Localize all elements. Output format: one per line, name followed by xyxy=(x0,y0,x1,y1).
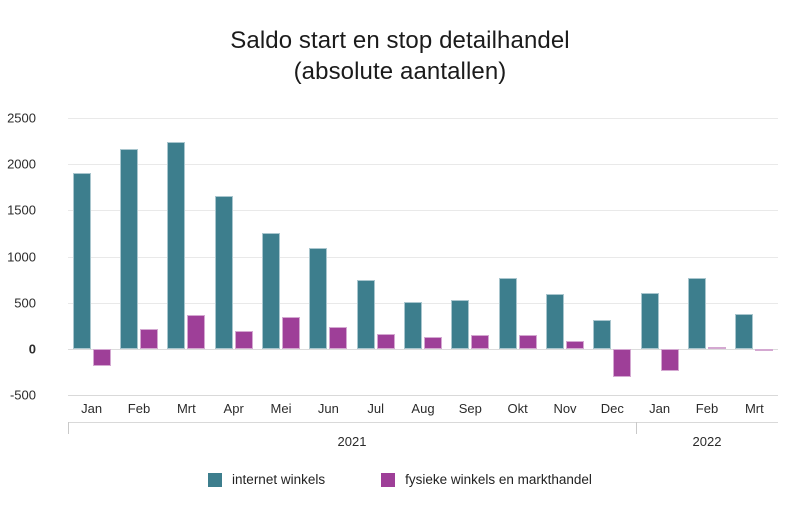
gridline-1000 xyxy=(68,256,778,258)
year-separator-2021 xyxy=(68,422,69,434)
bar-fysiek-feb-2021[interactable] xyxy=(139,328,158,349)
bar-group-mrt-2022 xyxy=(731,118,778,395)
y-tick-label-2500: 2500 xyxy=(7,110,36,126)
x-tick-label-sep-2021: Sep xyxy=(458,401,482,416)
x-tick-label-jan-2021: Jan xyxy=(81,401,103,416)
bar-group-okt-2021 xyxy=(494,118,541,395)
bar-fysiek-jul-2021[interactable] xyxy=(376,333,395,349)
bar-internet-sep-2021[interactable] xyxy=(451,299,470,349)
x-tick-label-aug-2021: Aug xyxy=(411,401,435,416)
bar-internet-dec-2021[interactable] xyxy=(593,320,612,349)
chart-title: Saldo start en stop detailhandel (absolu… xyxy=(0,26,800,87)
legend-swatch-icon-teal xyxy=(208,472,223,487)
bar-internet-jan-2021[interactable] xyxy=(72,173,91,349)
legend-swatch-icon-magenta xyxy=(381,472,396,487)
bar-internet-apr-2021[interactable] xyxy=(214,196,233,349)
x-tick-label-feb-2021: Feb xyxy=(127,401,151,416)
bar-group-nov-2021 xyxy=(541,118,588,395)
y-tick-label-1000: 1000 xyxy=(7,249,36,264)
bar-group-feb-2021 xyxy=(115,118,162,395)
x-tick-label-apr-2021: Apr xyxy=(223,401,244,416)
bar-group-sep-2021 xyxy=(447,118,494,395)
plot-area: 2500 2000 1500 1000 500 0 -500 xyxy=(7,111,778,403)
bar-internet-mei-2021[interactable] xyxy=(261,233,280,349)
x-tick-label-mrt-2021: Mrt xyxy=(176,401,196,416)
x-tick-label-jul-2021: Jul xyxy=(367,401,384,416)
bar-fysiek-jan-2021[interactable] xyxy=(92,348,111,366)
bar-fysiek-mrt-2022[interactable] xyxy=(755,348,774,351)
y-tick-label-500: 500 xyxy=(14,295,36,311)
x-tick-label-mrt-2022: Mrt xyxy=(744,401,764,416)
bar-internet-jun-2021[interactable] xyxy=(309,248,328,349)
bar-group-apr-2021 xyxy=(210,118,257,395)
x-tick-label-okt-2021: Okt xyxy=(507,401,528,416)
legend-label: internet winkels xyxy=(232,472,326,487)
gridline-2500 xyxy=(68,118,778,119)
legend-label: fysieke winkels en markthandel xyxy=(405,472,592,487)
bar-internet-aug-2021[interactable] xyxy=(403,301,422,349)
bar-internet-jan-2022[interactable] xyxy=(640,293,659,349)
bar-fysiek-jan-2022[interactable] xyxy=(660,348,679,372)
bar-group-jan-2021 xyxy=(68,118,115,395)
bar-group-jan-2022 xyxy=(636,118,683,395)
x-axis-line xyxy=(68,395,778,396)
bar-fysiek-nov-2021[interactable] xyxy=(565,341,584,349)
y-tick-label-2000: 2000 xyxy=(7,156,36,172)
bar-internet-feb-2021[interactable] xyxy=(119,149,138,349)
bar-group-feb-2022 xyxy=(683,118,730,395)
bar-internet-mrt-2022[interactable] xyxy=(735,314,754,349)
chart-title-line-1: Saldo start en stop detailhandel xyxy=(230,27,570,54)
chart-legend: internet winkels fysieke winkels en markt… xyxy=(0,472,800,487)
gridline-1500 xyxy=(68,210,778,212)
year-separator-2022 xyxy=(636,422,637,434)
bar-fysiek-mei-2021[interactable] xyxy=(281,317,300,349)
year-rule-2022 xyxy=(636,422,778,423)
bar-group-dec-2021 xyxy=(589,118,636,395)
gridline-0 xyxy=(68,348,778,350)
bar-fysiek-sep-2021[interactable] xyxy=(471,334,490,349)
year-rule-2021 xyxy=(68,422,636,423)
bar-fysiek-apr-2021[interactable] xyxy=(234,331,253,349)
x-tick-label-jan-2022: Jan xyxy=(649,401,671,416)
bars-layer xyxy=(68,118,778,395)
bar-internet-mrt-2021[interactable] xyxy=(167,142,186,349)
year-label-2021: 2021 xyxy=(337,434,367,449)
x-tick-label-feb-2022: Feb xyxy=(695,401,719,416)
x-tick-label-mei-2021: Mei xyxy=(270,401,292,416)
bar-fysiek-feb-2022[interactable] xyxy=(707,346,726,349)
bar-fysiek-mrt-2021[interactable] xyxy=(187,314,206,349)
y-tick-label-1500: 1500 xyxy=(7,202,36,218)
chart-title-line-2: (absolute aantallen) xyxy=(293,57,507,85)
bar-group-mrt-2021 xyxy=(163,118,210,395)
x-tick-label-jun-2021: Jun xyxy=(317,401,339,416)
bar-group-jun-2021 xyxy=(305,118,352,395)
bar-group-jul-2021 xyxy=(352,118,399,395)
bar-group-mei-2021 xyxy=(257,118,304,395)
gridline-2000 xyxy=(68,164,778,166)
gridline-500 xyxy=(68,302,778,304)
bar-group-aug-2021 xyxy=(399,118,446,395)
bar-fysiek-dec-2021[interactable] xyxy=(613,348,632,378)
legend-item-fysieke-winkels[interactable]: fysieke winkels en markthandel xyxy=(381,472,592,487)
year-label-2022: 2022 xyxy=(692,434,722,449)
legend-item-internet-winkels[interactable]: internet winkels xyxy=(208,472,325,487)
bar-fysiek-okt-2021[interactable] xyxy=(518,335,537,349)
bar-internet-okt-2021[interactable] xyxy=(498,277,517,349)
bar-internet-feb-2022[interactable] xyxy=(687,277,706,349)
bar-internet-nov-2021[interactable] xyxy=(545,294,564,349)
y-tick-label--500: -500 xyxy=(9,387,36,403)
bar-internet-jul-2021[interactable] xyxy=(356,279,375,349)
y-tick-label-0: 0 xyxy=(28,341,36,357)
bar-fysiek-aug-2021[interactable] xyxy=(423,336,442,349)
bar-fysiek-jun-2021[interactable] xyxy=(329,327,348,349)
x-tick-label-dec-2021: Dec xyxy=(600,401,624,416)
x-tick-label-nov-2021: Nov xyxy=(553,401,577,416)
